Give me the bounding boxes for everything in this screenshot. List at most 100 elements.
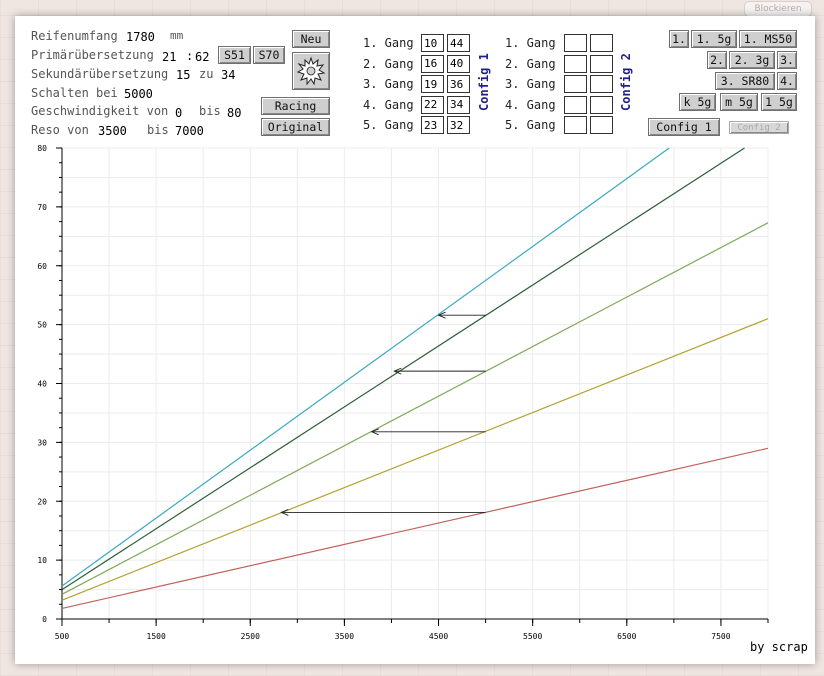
config2-gear-b-input[interactable] — [590, 34, 613, 52]
config1-title: Config 1 — [477, 53, 491, 111]
reso-from-input[interactable]: 3500 — [98, 124, 127, 138]
config2-gear-a-input[interactable] — [564, 54, 587, 73]
config1-gear-a-input[interactable]: 16 — [421, 54, 444, 73]
s70-button[interactable]: S70 — [253, 46, 285, 64]
preset-1-5g-button[interactable]: 1. 5g — [691, 30, 737, 48]
config2-gear-a-input[interactable] — [564, 75, 587, 93]
config2-gear-b-input[interactable] — [590, 95, 613, 114]
shift-arrow-head — [393, 367, 402, 375]
preset-1-button[interactable]: 1. — [669, 30, 689, 48]
geschwindigkeit-to-input[interactable]: 80 — [227, 106, 242, 120]
y-tick-label: 70 — [37, 203, 47, 212]
geschwindigkeit-from-input[interactable]: 0 — [175, 106, 183, 120]
config2-title: Config 2 — [619, 53, 633, 111]
preset-3-sr80-button[interactable]: 3. SR80 — [715, 72, 775, 90]
preset-k-5g-button[interactable]: k 5g — [679, 93, 716, 111]
geschwindigkeit-label: Geschwindigkeit von — [31, 104, 169, 118]
config1-gear-b-input[interactable]: 32 — [447, 116, 470, 134]
shift-arrow-head — [280, 509, 289, 516]
blockieren-button[interactable]: Blockieren — [744, 1, 812, 17]
config2-gear-b-input[interactable] — [590, 75, 613, 93]
primaer-label: Primärübersetzung — [31, 48, 154, 62]
config1-button[interactable]: Config 1 — [648, 118, 720, 136]
config1-gear-b-input[interactable]: 40 — [447, 54, 470, 73]
schalten-input[interactable]: 5000 — [124, 87, 153, 101]
config1-gear-label: 3. Gang — [363, 77, 414, 91]
config2-gear-label: 2. Gang — [505, 56, 556, 71]
x-tick-label: 3500 — [335, 632, 354, 641]
x-tick-label: 1500 — [147, 632, 166, 641]
config1-gear-a-input[interactable]: 23 — [421, 116, 444, 134]
reifenumfang-unit: mm — [170, 29, 184, 42]
main-panel: Reifenumfang 1780 mm Primärübersetzung 2… — [15, 16, 815, 664]
gear-line-4 — [61, 147, 745, 591]
preset-1-5g-alt-button[interactable]: 1 5g — [761, 93, 797, 111]
x-tick-label: 500 — [55, 632, 70, 641]
primaer-separator: : — [186, 49, 194, 63]
config2-gear-label: 5. Gang — [505, 118, 556, 132]
preset-1-ms50-button[interactable]: 1. MS50 — [739, 30, 797, 48]
geschwindigkeit-bis-label: bis — [199, 104, 221, 118]
s51-button[interactable]: S51 — [218, 46, 251, 64]
reifenumfang-input[interactable]: 1780 — [126, 30, 155, 44]
speed-chart: 0 10 20 30 40 50 60 70 80 500 1500 2500 3500 4500 5500… — [37, 144, 769, 641]
x-tick-label: 7500 — [711, 632, 730, 641]
config1-gear-label: 4. Gang — [363, 97, 414, 112]
primaer-b-input[interactable]: 62 — [195, 50, 210, 64]
chart-series — [61, 147, 769, 609]
reso-bis-label: bis — [147, 123, 169, 137]
gear-line-5 — [61, 147, 670, 587]
config2-gear-label: 3. Gang — [505, 77, 556, 91]
y-tick-label: 20 — [37, 497, 47, 506]
config1-gear-label: 5. Gang — [363, 118, 414, 132]
shift-arrow-head — [370, 428, 379, 436]
config1-gear-a-input[interactable]: 22 — [421, 95, 444, 114]
config1-gear-b-input[interactable]: 44 — [447, 34, 470, 52]
config1-gear-a-input[interactable]: 19 — [421, 75, 444, 93]
config2-gear-b-input[interactable] — [590, 116, 613, 134]
preset-4-button[interactable]: 4. — [777, 72, 797, 90]
credit-text: by scrap — [750, 640, 808, 654]
config1-gear-b-input[interactable]: 36 — [447, 75, 470, 93]
primaer-a-input[interactable]: 21 — [162, 50, 177, 64]
preset-3-button[interactable]: 3. — [777, 51, 797, 69]
sekundaer-label: Sekundärübersetzung — [31, 67, 169, 81]
sekundaer-b-input[interactable]: 34 — [221, 68, 236, 82]
config2-gear-a-input[interactable] — [564, 95, 587, 114]
schalten-label: Schalten bei — [31, 86, 118, 100]
config2-gear-label: 4. Gang — [505, 97, 556, 112]
config2-button[interactable]: Config 2 — [729, 121, 789, 134]
gear-icon — [296, 56, 326, 86]
racing-button[interactable]: Racing — [261, 97, 330, 115]
config1-gear-b-input[interactable]: 34 — [447, 95, 470, 114]
y-tick-label: 80 — [37, 144, 47, 153]
reso-to-input[interactable]: 7000 — [175, 124, 204, 138]
chart-grid — [61, 147, 769, 620]
neu-button[interactable]: Neu — [292, 30, 330, 48]
config2-gear-a-input[interactable] — [564, 34, 587, 52]
shift-arrow-head — [437, 311, 446, 319]
config1-gear-a-input[interactable]: 10 — [421, 34, 444, 52]
y-tick-label: 50 — [37, 321, 47, 330]
reifenumfang-label: Reifenumfang — [31, 29, 118, 43]
gear-button[interactable] — [292, 52, 330, 90]
gear-line-1 — [61, 447, 769, 609]
chart-shift-arrows — [280, 311, 486, 516]
preset-m-5g-button[interactable]: m 5g — [720, 93, 758, 111]
config2-gear-label: 1. Gang — [505, 36, 556, 50]
config1-gear-label: 2. Gang — [363, 56, 414, 71]
config2-gear-a-input[interactable] — [564, 116, 587, 134]
original-button[interactable]: Original — [261, 118, 330, 136]
sekundaer-zu-label: zu — [199, 67, 214, 81]
x-tick-label: 4500 — [429, 632, 448, 641]
y-tick-label: 0 — [42, 615, 47, 624]
x-tick-label: 5500 — [523, 632, 542, 641]
preset-2-3g-button[interactable]: 2. 3g — [729, 51, 775, 69]
y-tick-label: 40 — [37, 380, 47, 389]
sekundaer-a-input[interactable]: 15 — [176, 68, 191, 82]
shift-arrow-2 — [370, 428, 486, 436]
x-tick-label: 6500 — [617, 632, 636, 641]
config2-gear-b-input[interactable] — [590, 54, 613, 73]
preset-2-button[interactable]: 2. — [707, 51, 727, 69]
gear-line-2 — [61, 318, 769, 601]
